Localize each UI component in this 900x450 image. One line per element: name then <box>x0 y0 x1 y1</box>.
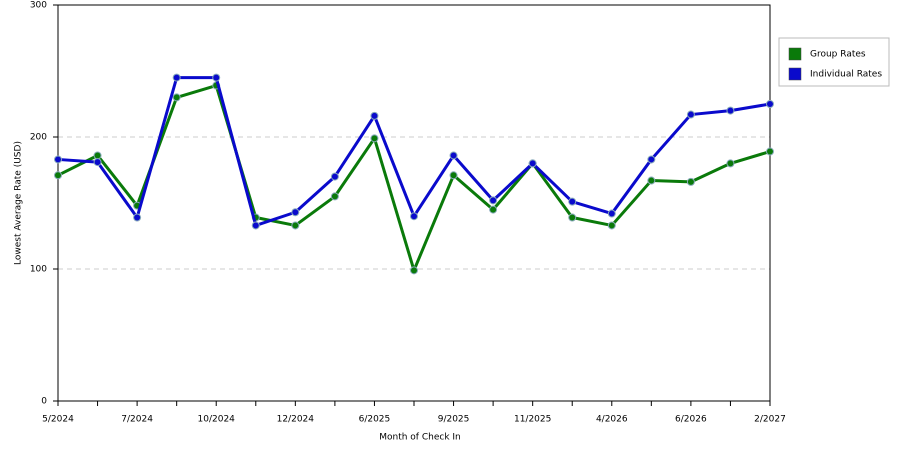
data-point <box>172 73 181 82</box>
data-point <box>489 205 498 214</box>
x-axis-label: Month of Check In <box>379 433 461 443</box>
data-point <box>647 176 656 185</box>
data-point <box>568 213 577 222</box>
x-tick-label: 6/2025 <box>359 415 391 425</box>
data-point <box>370 134 379 143</box>
data-point <box>607 209 616 218</box>
data-point <box>449 151 458 160</box>
data-point <box>449 171 458 180</box>
data-point <box>291 208 300 217</box>
y-tick-label: 200 <box>30 133 47 143</box>
data-point <box>370 111 379 120</box>
legend-swatch <box>788 47 802 61</box>
y-tick-label: 100 <box>30 265 47 275</box>
x-tick-label: 7/2024 <box>121 415 153 425</box>
data-point <box>686 177 695 186</box>
data-point <box>568 197 577 206</box>
x-tick-label: 5/2024 <box>42 415 74 425</box>
x-tick-label: 12/2024 <box>277 415 315 425</box>
y-axis-label: Lowest Average Rate (USD) <box>14 141 24 265</box>
data-point <box>686 110 695 119</box>
data-point <box>330 192 339 201</box>
data-point <box>212 73 221 82</box>
data-point <box>410 266 418 275</box>
data-point <box>133 213 142 222</box>
series-line <box>57 84 771 272</box>
series-line <box>57 76 771 227</box>
data-point <box>726 106 735 115</box>
data-point <box>766 100 774 108</box>
y-tick-label: 0 <box>41 397 47 407</box>
x-tick-label: 10/2024 <box>198 415 236 425</box>
data-point <box>607 221 616 230</box>
data-point <box>54 155 62 164</box>
data-point <box>726 159 735 168</box>
data-point <box>766 147 774 156</box>
data-point <box>93 151 102 160</box>
legend-swatch <box>788 67 802 81</box>
data-point <box>54 171 62 180</box>
y-tick-label: 300 <box>30 1 47 11</box>
legend-label: Group Rates <box>810 50 866 60</box>
data-point <box>410 212 418 221</box>
x-tick-label: 6/2026 <box>675 415 707 425</box>
data-point <box>93 158 102 167</box>
plot-frame <box>57 4 771 402</box>
data-point <box>251 221 260 230</box>
data-point <box>172 93 181 102</box>
data-point <box>647 155 656 164</box>
data-point <box>291 221 300 230</box>
x-tick-label: 11/2025 <box>514 415 551 425</box>
x-tick-label: 9/2025 <box>438 415 470 425</box>
data-point <box>489 196 498 205</box>
data-point <box>330 172 339 181</box>
x-tick-label: 2/2027 <box>754 415 786 425</box>
x-tick-label: 4/2026 <box>596 415 628 425</box>
data-point <box>528 159 537 168</box>
legend-label: Individual Rates <box>810 70 882 80</box>
